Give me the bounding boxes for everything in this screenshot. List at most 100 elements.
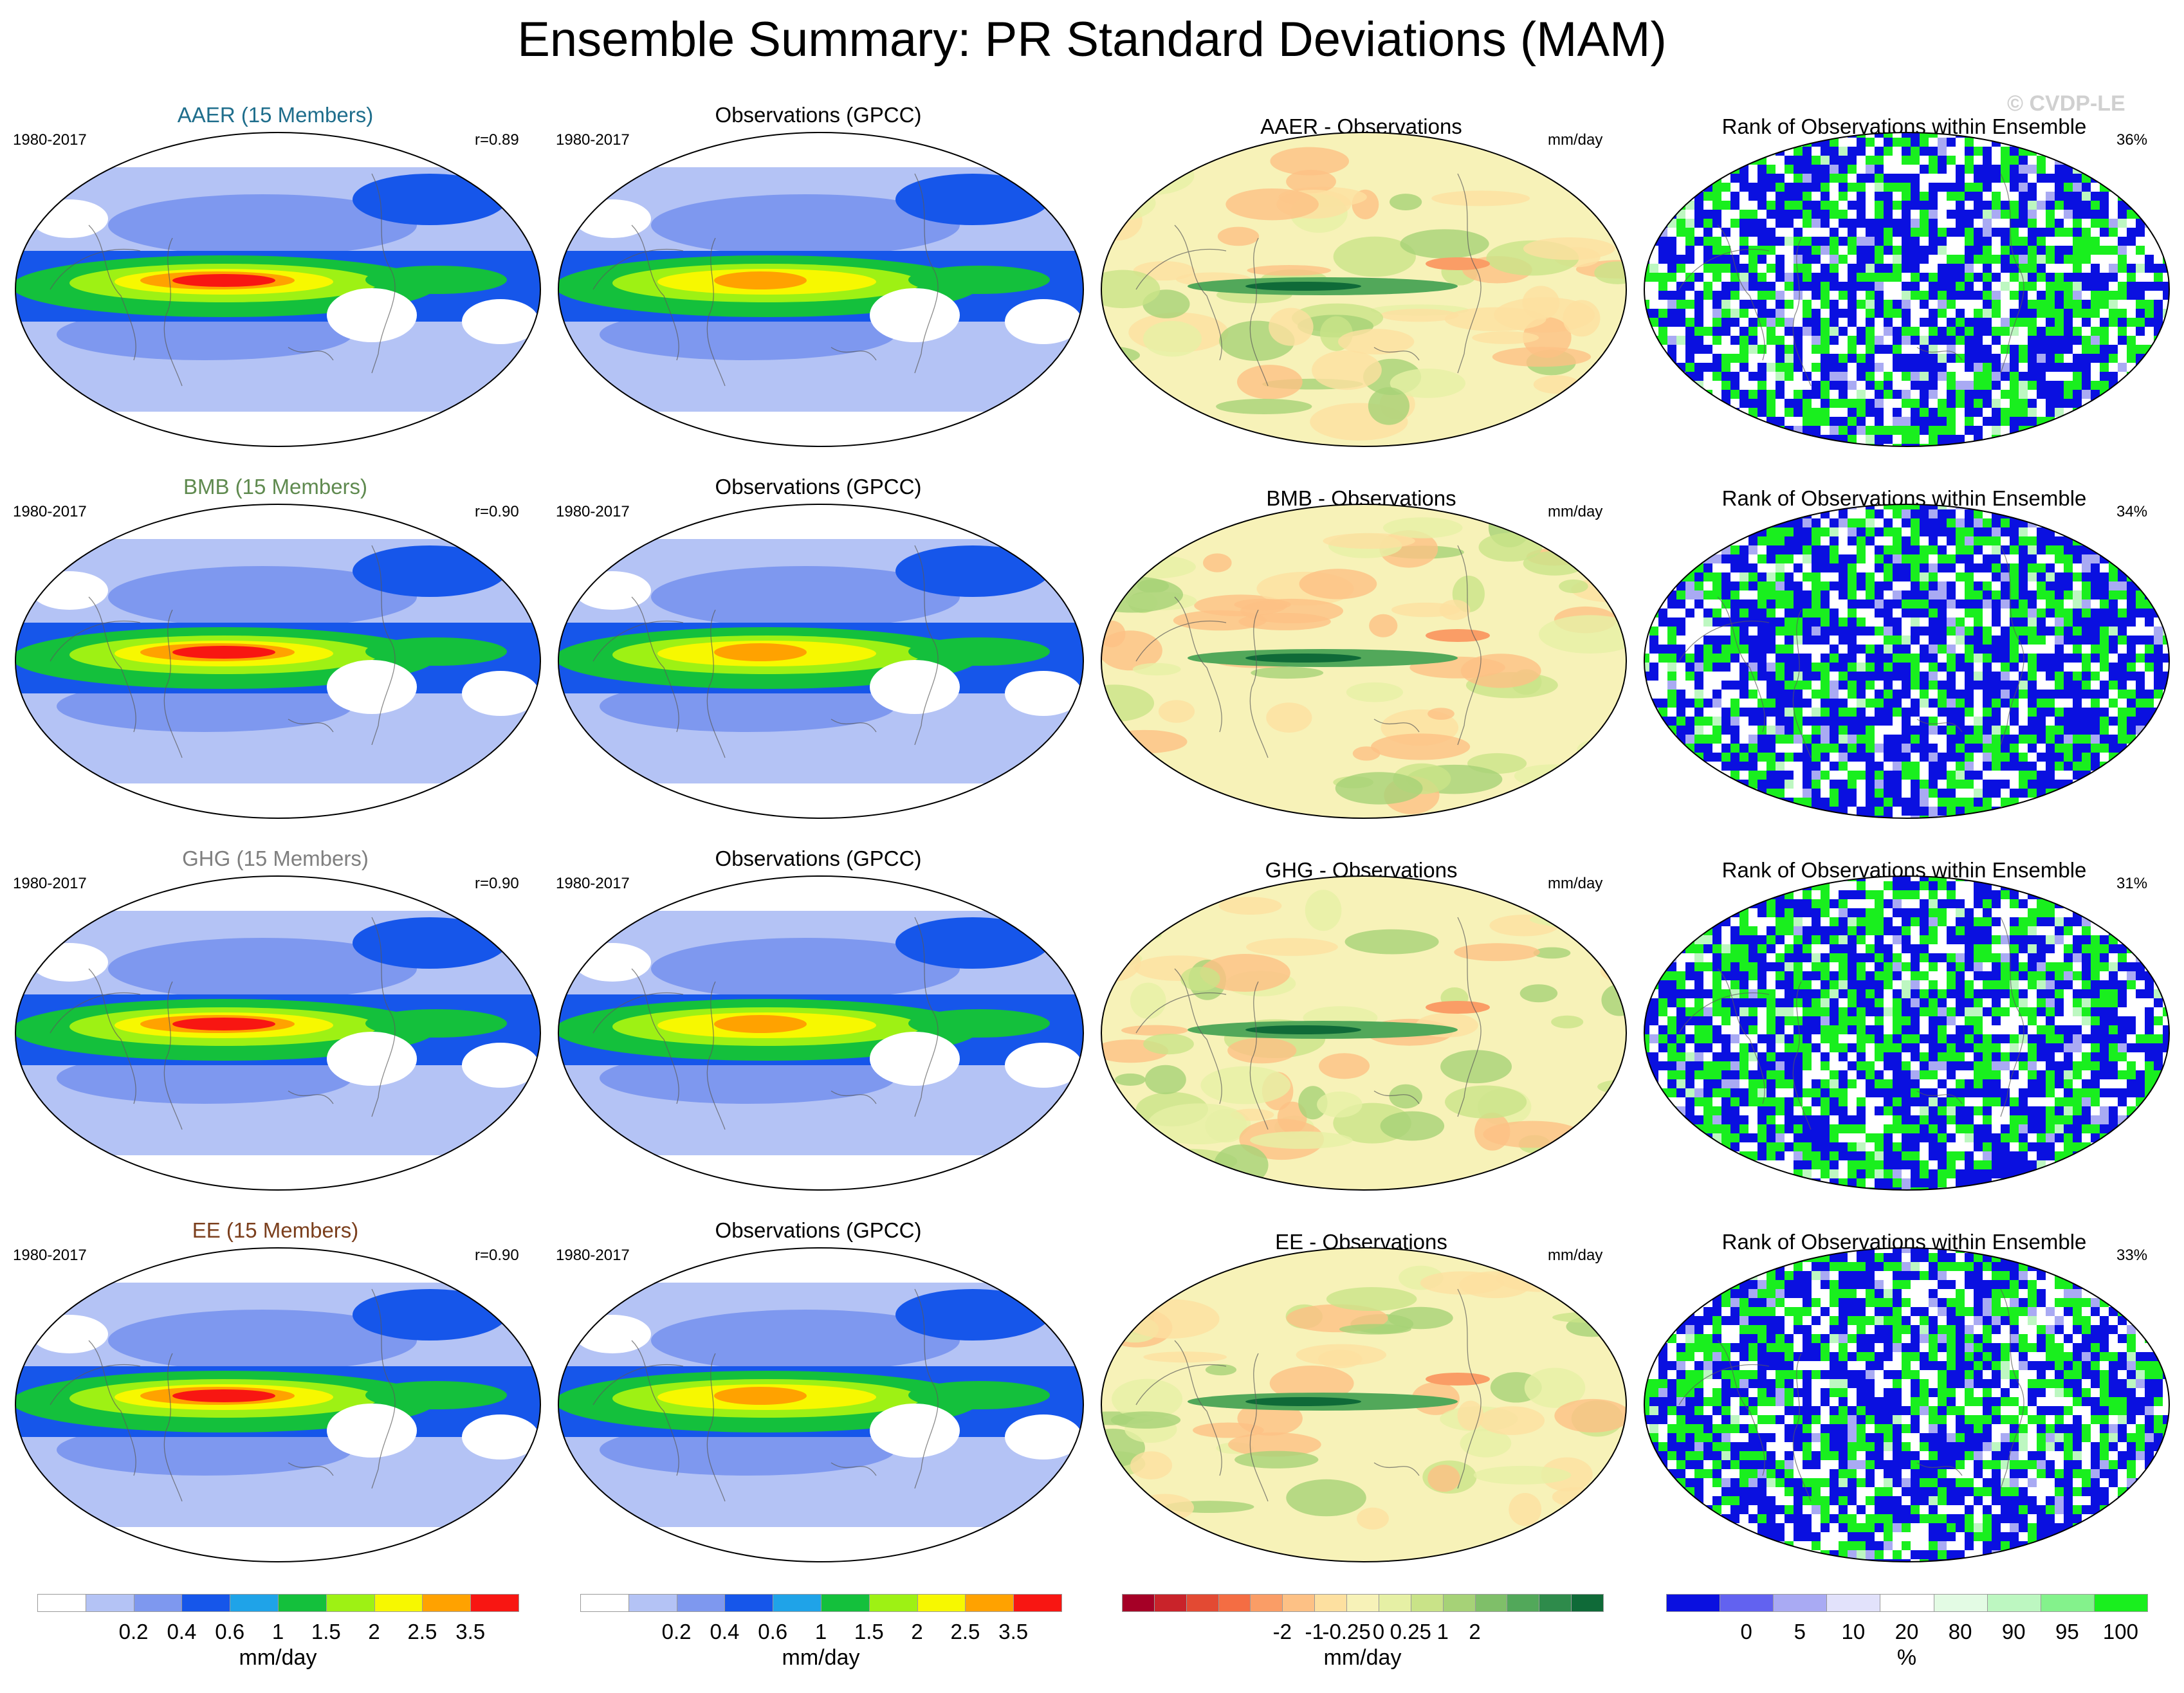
ensemble-map [15,1247,541,1562]
colorbar-tick-label: 0 [1372,1620,1385,1643]
colorbar-tick-label: 100 [2102,1620,2138,1643]
colorbar-swatch [1880,1594,1934,1612]
colorbar-swatch [628,1594,677,1612]
colorbar-swatch [1539,1594,1572,1612]
period-label: 1980-2017 [13,503,87,520]
period-label: 1980-2017 [556,131,630,149]
rank-map [1644,132,2170,447]
period-label: 1980-2017 [556,1247,630,1264]
colorbar-tick-label: -2 [1272,1620,1292,1643]
colorbar-swatch [1571,1594,1604,1612]
colorbar-swatch [1218,1594,1251,1612]
ensemble-title: AAER (15 Members) [177,103,374,127]
unit-label: mm/day [1548,875,1603,892]
colorbar-swatch [1282,1594,1316,1612]
colorbar-swatch [1442,1594,1476,1612]
colorbar-tick-label: -1 [1305,1620,1324,1643]
difference-map [1101,504,1627,819]
rank-percent: 34% [2116,503,2148,520]
colorbar-swatch [1410,1594,1444,1612]
colorbar-swatch [326,1594,375,1612]
colorbar-swatch [676,1594,726,1612]
rank-map [1644,1247,2170,1562]
colorbar-swatch [230,1594,279,1612]
difference-map [1101,1247,1627,1562]
colorbar-swatch [374,1594,423,1612]
pattern-correlation: r=0.90 [475,1247,519,1264]
difference-map [1101,875,1627,1191]
pattern-correlation: r=0.90 [475,875,519,892]
colorbar-tick-label: 1 [271,1620,284,1643]
colorbar-swatch [278,1594,327,1612]
colorbar-swatch [1250,1594,1283,1612]
pattern-correlation: r=0.90 [475,503,519,520]
colorbar-swatch [1153,1594,1187,1612]
colorbar-tick-label: 90 [2001,1620,2026,1643]
colorbar-swatch [1378,1594,1411,1612]
colorbar-tick-label: 2 [1469,1620,1481,1643]
watermark: © CVDP-LE [2007,91,2125,116]
colorbar-tick-label: 1.5 [854,1620,884,1643]
ensemble-map [15,875,541,1191]
ensemble-title: BMB (15 Members) [183,475,368,499]
rank-map [1644,504,2170,819]
observations-title: Observations (GPCC) [715,103,922,127]
colorbar-swatch [917,1594,966,1612]
rank-percent: 36% [2116,131,2148,149]
rank-percent: 31% [2116,875,2148,892]
colorbar-swatch [470,1594,519,1612]
period-label: 1980-2017 [13,131,87,149]
colorbar-swatch [1314,1594,1348,1612]
period-label: 1980-2017 [556,503,630,520]
colorbar-swatch [724,1594,774,1612]
colorbar-tick-label: 80 [1948,1620,1972,1643]
unit-label: mm/day [1548,1247,1603,1264]
observations-map [558,875,1084,1191]
colorbar-tick-label: 3.5 [455,1620,486,1643]
colorbar-swatch [1507,1594,1540,1612]
colorbar-tick-label: 2 [368,1620,380,1643]
colorbar-tick-label: 0.6 [215,1620,245,1643]
colorbar-swatch [181,1594,231,1612]
period-label: 1980-2017 [13,875,87,892]
colorbar-unit-label: mm/day [1323,1645,1402,1670]
colorbar-unit-label: mm/day [239,1645,317,1670]
colorbar-tick-label: 0 [1740,1620,1752,1643]
colorbar-swatch [965,1594,1014,1612]
colorbar-swatch [1933,1594,1988,1612]
observations-title: Observations (GPCC) [715,1218,922,1242]
colorbar-tick-label: 95 [2055,1620,2079,1643]
unit-label: mm/day [1548,131,1603,149]
colorbar-swatch [868,1594,918,1612]
colorbar-tick-label: 2.5 [950,1620,980,1643]
colorbar-swatch [1987,1594,2041,1612]
colorbar-swatch [1474,1594,1508,1612]
colorbar-tick-label: 20 [1895,1620,1919,1643]
colorbar-tick-label: 3.5 [998,1620,1029,1643]
colorbar-tick-label: 2.5 [407,1620,437,1643]
ensemble-title: EE (15 Members) [192,1218,359,1242]
colorbar-swatch [2093,1594,2148,1612]
unit-label: mm/day [1548,503,1603,520]
colorbar-tick-label: 5 [1794,1620,1806,1643]
colorbar-tick-label: -0.25 [1322,1620,1371,1643]
colorbar-unit-label: mm/day [782,1645,860,1670]
colorbar-swatch [1773,1594,1828,1612]
observations-map [558,504,1084,819]
colorbar-swatch [2040,1594,2095,1612]
colorbar-tick-label: 1 [1436,1620,1449,1643]
colorbar-tick-label: 1.5 [311,1620,341,1643]
colorbar-tick-label: 0.2 [661,1620,692,1643]
period-label: 1980-2017 [13,1247,87,1264]
observations-map [558,132,1084,447]
colorbar-swatch [1720,1594,1774,1612]
observations-title: Observations (GPCC) [715,475,922,499]
colorbar-swatch [37,1594,86,1612]
colorbar-tick-label: 0.4 [167,1620,197,1643]
pattern-correlation: r=0.89 [475,131,519,149]
colorbar-tick-label: 0.6 [758,1620,788,1643]
colorbar-tick-label: 0.2 [118,1620,149,1643]
observations-title: Observations (GPCC) [715,846,922,870]
colorbar-swatch [1346,1594,1379,1612]
colorbar-swatch [1122,1594,1155,1612]
